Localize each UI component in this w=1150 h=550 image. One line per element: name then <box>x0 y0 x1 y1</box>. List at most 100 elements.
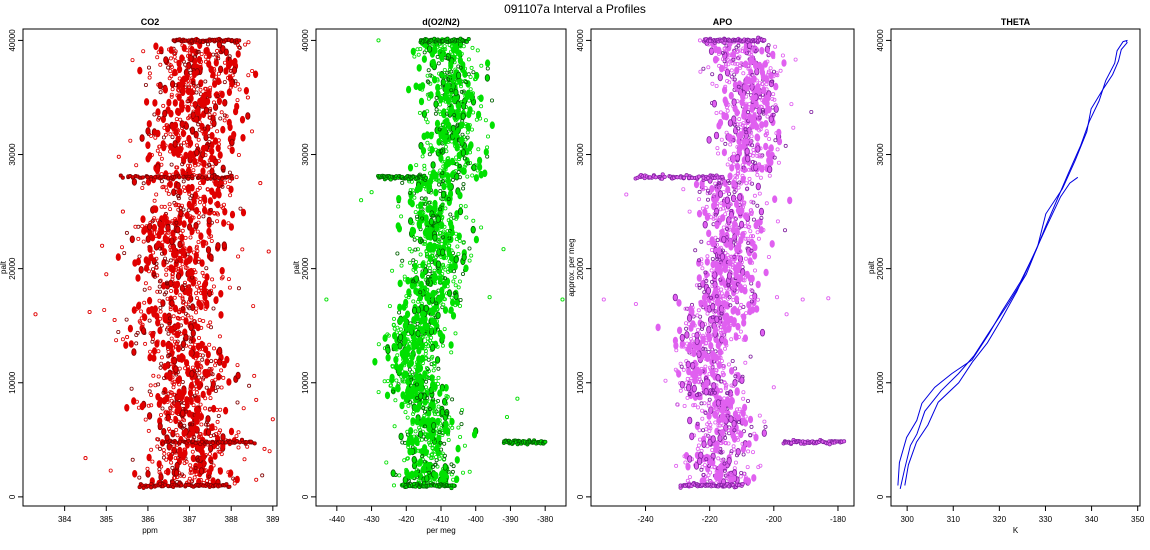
data-point <box>725 79 730 84</box>
data-point <box>215 211 220 216</box>
data-point <box>226 221 231 226</box>
band-point <box>464 39 469 44</box>
data-point <box>139 402 145 411</box>
data-point <box>455 244 460 249</box>
data-point <box>188 155 193 160</box>
data-point <box>749 208 754 213</box>
data-point <box>218 65 224 74</box>
data-point <box>776 137 783 146</box>
data-point <box>447 190 454 198</box>
data-point <box>157 279 162 284</box>
data-point <box>751 217 756 222</box>
data-point <box>217 430 222 435</box>
data-point <box>219 368 224 373</box>
data-point <box>170 465 175 470</box>
data-point <box>423 227 429 236</box>
data-point <box>423 214 429 222</box>
data-point <box>455 444 461 453</box>
data-point <box>158 309 163 314</box>
data-point <box>184 401 190 409</box>
data-point <box>168 109 174 118</box>
data-point <box>174 341 179 346</box>
data-point <box>467 106 473 114</box>
data-point <box>187 389 194 397</box>
data-point <box>683 460 688 465</box>
data-point <box>438 188 443 193</box>
data-point <box>143 417 148 422</box>
data-point <box>196 288 201 293</box>
data-point <box>180 86 186 94</box>
data-point <box>213 388 218 393</box>
data-point <box>185 249 190 254</box>
data-point <box>124 403 130 412</box>
data-point <box>218 428 223 433</box>
data-point <box>427 407 432 412</box>
data-point <box>388 383 393 388</box>
data-point <box>120 337 125 342</box>
data-point <box>446 437 451 442</box>
data-point <box>717 423 722 428</box>
data-point <box>171 444 176 449</box>
data-point <box>453 88 459 97</box>
data-point <box>199 290 204 295</box>
data-point <box>208 368 213 373</box>
data-point <box>460 470 465 475</box>
data-point <box>739 470 744 475</box>
data-point <box>771 92 776 97</box>
data-point <box>169 264 174 269</box>
data-point <box>260 473 265 478</box>
data-point <box>181 387 187 396</box>
data-point <box>171 450 176 455</box>
data-point <box>156 50 161 55</box>
data-point <box>428 338 433 343</box>
data-point <box>167 172 172 177</box>
data-point <box>484 74 490 82</box>
data-point <box>195 195 200 200</box>
data-point <box>485 134 490 139</box>
data-point <box>187 191 192 196</box>
data-point <box>173 287 179 296</box>
data-point <box>453 255 459 264</box>
data-point <box>174 146 181 154</box>
data-point <box>746 398 751 403</box>
data-point <box>143 267 148 272</box>
data-point <box>453 283 458 288</box>
data-point <box>178 153 183 158</box>
data-point <box>156 349 161 354</box>
data-point <box>395 251 400 256</box>
data-point <box>435 54 440 59</box>
y-axis-label: palt <box>292 260 301 274</box>
y-tick-label: 0 <box>301 494 310 499</box>
band-point <box>120 175 125 180</box>
data-point <box>434 444 440 453</box>
data-point <box>407 190 412 195</box>
data-point <box>420 465 426 474</box>
data-point <box>212 137 219 145</box>
x-tick-label: 387 <box>183 515 197 524</box>
data-point <box>418 220 423 225</box>
data-point <box>429 362 434 367</box>
data-point <box>172 304 179 313</box>
data-point <box>153 135 158 140</box>
data-point <box>183 151 189 160</box>
data-point <box>206 211 211 216</box>
data-point <box>402 458 407 463</box>
data-point <box>419 342 424 347</box>
data-point <box>412 54 417 59</box>
data-point <box>151 347 158 355</box>
panel-o2n2: d(O2/N2)-440 -430 -420 -410 -400 -390 -3800100… <box>292 17 567 535</box>
x-tick-label: -390 <box>502 515 519 524</box>
data-point <box>201 92 207 101</box>
data-point <box>405 456 410 461</box>
data-point <box>199 259 205 267</box>
data-point <box>460 112 466 121</box>
data-point <box>221 219 227 227</box>
data-point <box>215 182 220 187</box>
data-point <box>170 350 175 355</box>
data-point <box>221 241 227 250</box>
data-point <box>454 172 460 181</box>
data-point <box>194 159 199 164</box>
data-point <box>219 204 224 209</box>
data-point <box>219 266 225 275</box>
data-point <box>203 54 208 59</box>
